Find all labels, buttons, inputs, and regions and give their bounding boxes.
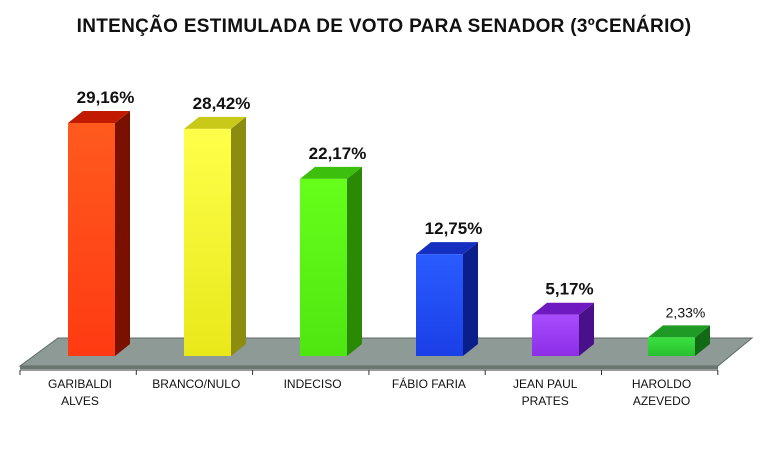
bar-side-0	[115, 111, 130, 356]
category-label-1-0: BRANCO/NULO	[152, 377, 240, 391]
bar-5	[648, 337, 695, 356]
bar-value-label-1: 28,42%	[193, 94, 251, 113]
bar-3	[416, 254, 463, 356]
category-label-5-1: AZEVEDO	[633, 394, 690, 408]
bar-top-3	[416, 242, 478, 255]
category-label-4-1: PRATES	[522, 394, 569, 408]
bar-value-label-4: 5,17%	[545, 280, 593, 299]
bar-1	[184, 128, 231, 356]
bar-top-5	[648, 325, 710, 338]
bar-side-4	[579, 302, 594, 356]
bar-side-5	[695, 325, 710, 356]
bar-top-2	[300, 166, 362, 179]
chart-title: INTENÇÃO ESTIMULADA DE VOTO PARA SENADOR…	[76, 16, 692, 37]
bar-4	[532, 314, 579, 356]
category-label-3-0: FÁBIO FARIA	[392, 376, 466, 391]
bar-top-1	[184, 116, 246, 129]
bar-top-0	[68, 111, 130, 123]
bar-2	[300, 178, 347, 356]
category-label-5-0: HAROLDO	[632, 377, 691, 391]
bar-0	[68, 123, 115, 356]
bar-value-label-3: 12,75%	[425, 219, 483, 238]
bar-top-4	[532, 302, 594, 315]
chart-floor-edge	[20, 366, 718, 369]
bar-side-1	[231, 116, 246, 356]
bar-side-3	[463, 242, 478, 356]
category-label-0-1: ALVES	[61, 394, 99, 408]
bar-value-label-5: 2,33%	[666, 304, 706, 320]
bar-value-label-2: 22,17%	[309, 144, 367, 163]
category-label-0-0: GARIBALDI	[48, 377, 112, 391]
category-label-2-0: INDECISO	[284, 377, 342, 391]
bar-value-label-0: 29,16%	[77, 88, 135, 107]
bar-side-2	[347, 166, 362, 356]
category-label-4-0: JEAN PAUL	[513, 377, 578, 391]
